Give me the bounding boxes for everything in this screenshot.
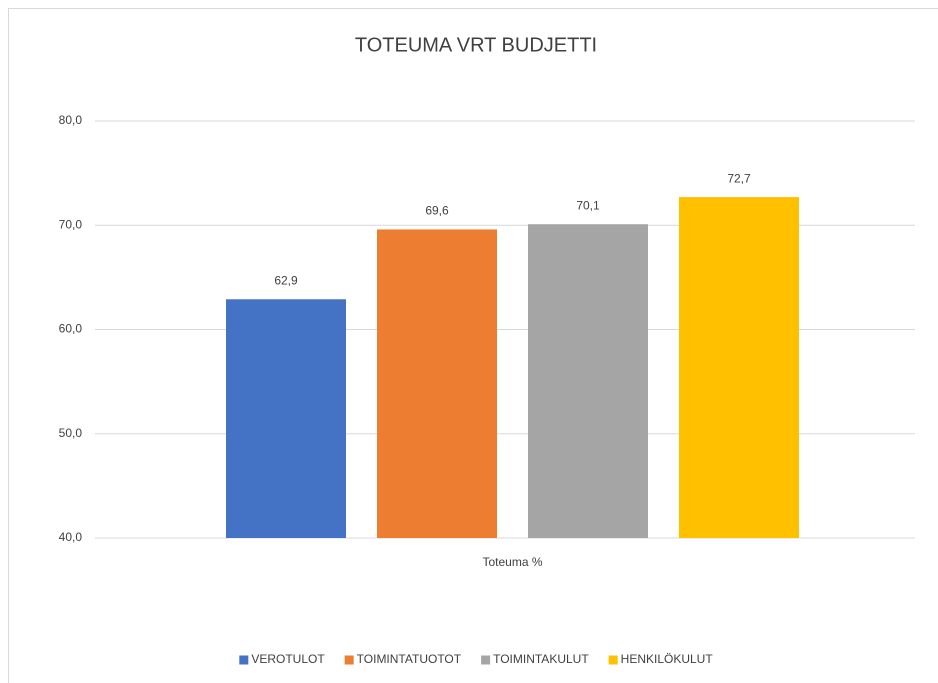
legend-label: HENKILÖKULUT (621, 652, 714, 666)
bar (226, 299, 346, 538)
y-tick-label: 40,0 (59, 530, 83, 544)
y-tick-label: 60,0 (59, 322, 83, 336)
legend-swatch (608, 655, 618, 665)
value-label: 69,6 (425, 204, 449, 218)
legend-label: TOIMINTATUOTOT (357, 652, 462, 666)
legend-label: TOIMINTAKULUT (493, 652, 589, 666)
bar (377, 229, 497, 539)
y-tick-label: 80,0 (59, 113, 83, 127)
legend-swatch (344, 655, 354, 665)
y-tick-label: 70,0 (59, 217, 83, 231)
value-label: 72,7 (727, 171, 751, 185)
legend-swatch (239, 655, 249, 665)
chart-title: TOTEUMA VRT BUDJETTI (355, 34, 597, 56)
y-tick-label: 50,0 (59, 426, 83, 440)
bar (679, 197, 799, 539)
legend-swatch (481, 655, 491, 665)
x-tick-label: Toteuma % (482, 555, 542, 569)
value-label: 70,1 (576, 198, 600, 212)
legend-label: VEROTULOT (251, 652, 325, 666)
value-label: 62,9 (274, 273, 298, 287)
bar (528, 224, 648, 538)
